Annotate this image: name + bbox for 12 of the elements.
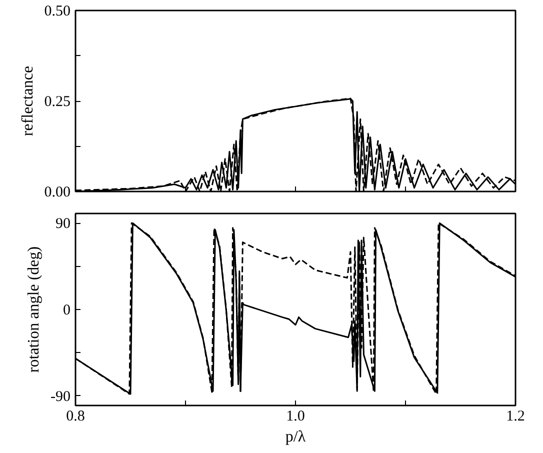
x-axis-title: p/λ: [285, 428, 306, 446]
y-axis-title: reflectance: [19, 66, 36, 136]
x-tick-label: 1.0: [286, 408, 305, 424]
y-axis-title: rotation angle (deg): [26, 246, 43, 373]
x-tick-label: 1.2: [506, 408, 525, 424]
y-tick-label: 90: [56, 216, 70, 232]
y-tick-label: -90: [50, 388, 71, 405]
y-tick-label: 0: [63, 302, 70, 318]
y-tick-label: 0.25: [44, 94, 70, 110]
x-tick-label: 0.8: [66, 408, 85, 424]
y-tick-label: 0.50: [44, 4, 70, 20]
y-tick-label: 0.00: [44, 184, 70, 200]
